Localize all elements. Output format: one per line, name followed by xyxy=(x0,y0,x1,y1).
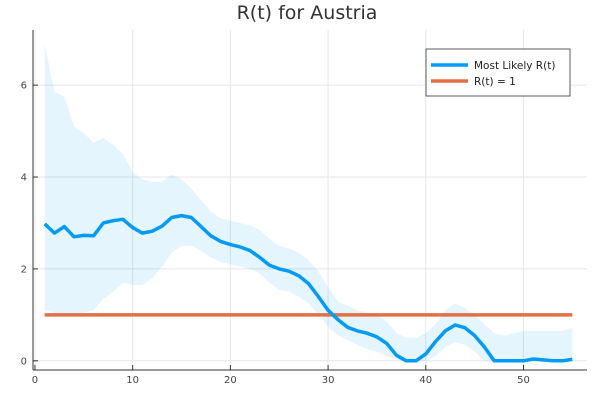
x-tick-label-10: 10 xyxy=(126,375,139,386)
confidence-band xyxy=(44,43,573,361)
series-lines xyxy=(43,213,573,363)
y-tick-label-6: 6 xyxy=(21,81,27,92)
legend-box xyxy=(425,48,571,97)
tick-labels: 0 10 20 30 40 50 0 2 4 6 xyxy=(21,81,530,386)
legend-label-r-equals-1: R(t) = 1 xyxy=(474,76,516,88)
legend: Most Likely R(t) R(t) = 1 xyxy=(425,48,571,97)
y-tick-label-4: 4 xyxy=(21,173,27,184)
x-tick-label-50: 50 xyxy=(517,375,530,386)
y-tick-label-0: 0 xyxy=(21,356,27,367)
x-tick-label-40: 40 xyxy=(419,375,432,386)
x-tick-label-0: 0 xyxy=(32,375,38,386)
series-line-0 xyxy=(43,213,573,363)
y-tick-label-2: 2 xyxy=(21,264,27,275)
legend-label-most-likely: Most Likely R(t) xyxy=(474,60,555,72)
confidence-band-area xyxy=(44,43,573,361)
chart-title: R(t) for Austria xyxy=(237,2,378,24)
x-tick-label-20: 20 xyxy=(224,375,237,386)
x-tick-label-30: 30 xyxy=(322,375,335,386)
axes xyxy=(32,30,587,371)
